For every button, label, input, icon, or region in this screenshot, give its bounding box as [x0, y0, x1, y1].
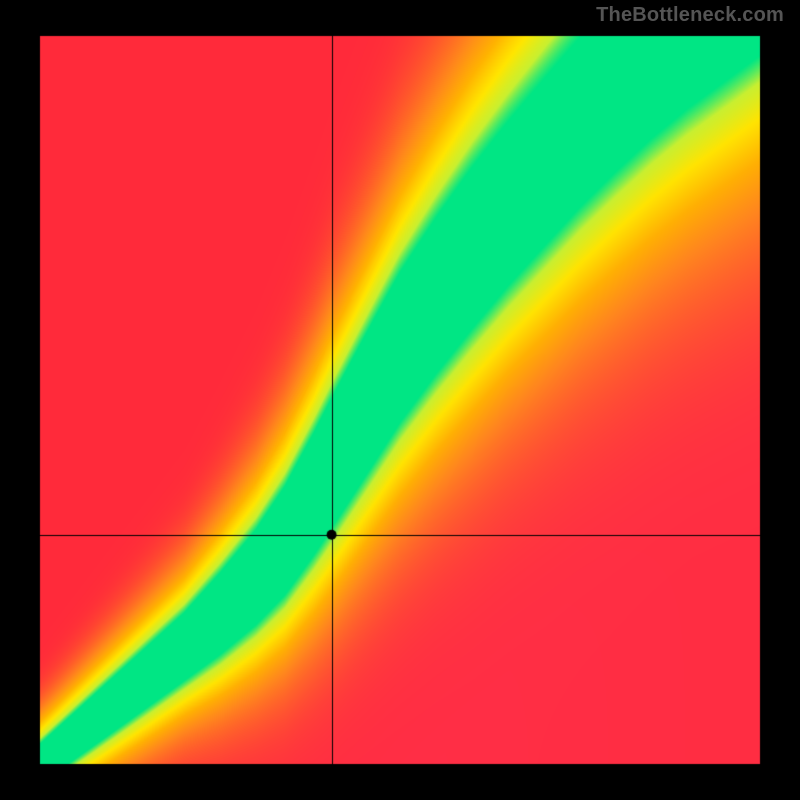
- watermark-text: TheBottleneck.com: [596, 4, 784, 27]
- bottleneck-heatmap-canvas: [0, 0, 800, 800]
- chart-stage: TheBottleneck.com: [0, 0, 800, 800]
